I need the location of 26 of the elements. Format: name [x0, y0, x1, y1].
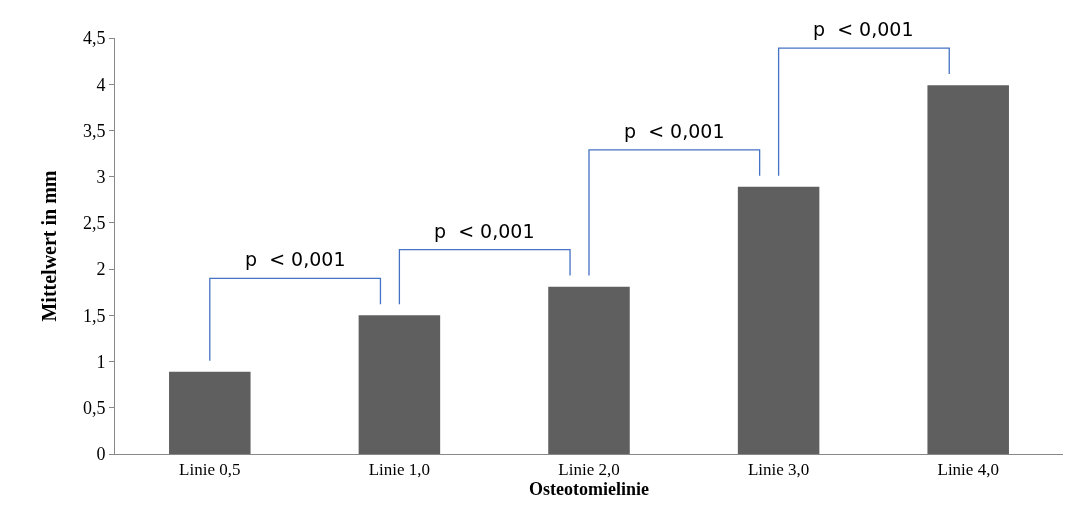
- bar: [169, 371, 251, 454]
- x-tick-label: Linie 2,0: [558, 460, 620, 480]
- y-tick-label: 1: [96, 351, 106, 372]
- x-tick-label: Linie 1,0: [368, 460, 431, 480]
- x-tick-label: Linie 0,5: [179, 460, 241, 480]
- y-tick-label: 4: [96, 74, 106, 95]
- annotation: p < 0,001: [624, 120, 725, 142]
- y-tick-label: 3: [96, 166, 106, 187]
- y-tick-label: 1,5: [82, 305, 106, 326]
- x-tick-label: Linie 3,0: [747, 460, 810, 480]
- y-tick-label: 2,5: [82, 213, 106, 234]
- bar: [737, 186, 820, 454]
- annotation: p < 0,001: [813, 18, 914, 40]
- bar: [548, 286, 630, 454]
- x-axis-title: Osteotomielinie: [529, 479, 649, 500]
- bar: [358, 315, 441, 454]
- y-tick-label: 0,5: [82, 398, 106, 419]
- annotation: p < 0,001: [434, 220, 535, 242]
- y-axis-title: Mittelwert in mm: [38, 170, 61, 322]
- y-tick-label: 0: [96, 444, 106, 465]
- y-tick-label: 2: [96, 259, 106, 280]
- bar: [927, 85, 1009, 454]
- annotation: p < 0,001: [245, 248, 346, 270]
- y-tick-label: 4,5: [82, 28, 106, 49]
- x-tick-label: Linie 4,0: [937, 460, 999, 480]
- y-tick-label: 3,5: [82, 120, 106, 141]
